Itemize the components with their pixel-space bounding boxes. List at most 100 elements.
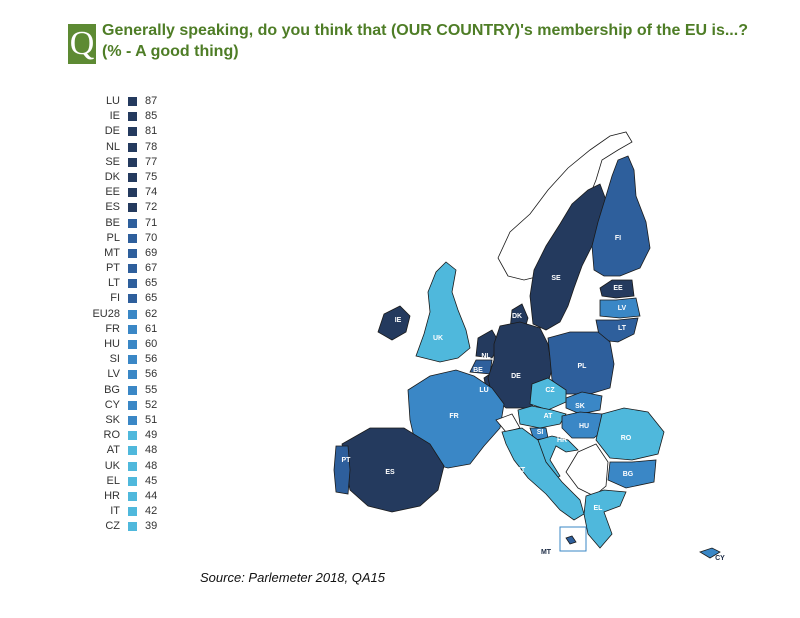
country-shape-lv [599,297,641,319]
chart-title: Generally speaking, do you think that (O… [102,20,748,62]
legend-code: HU [104,338,120,350]
legend-row-cz: CZ 39 [80,519,180,534]
legend-value: 39 [145,520,158,533]
legend-row-es: ES 72 [80,200,180,215]
legend-code: RO [103,429,121,442]
legend-swatch [128,507,137,517]
legend-swatch [128,218,137,228]
country-label-dk: DK [512,313,522,320]
legend-value: 61 [145,322,158,335]
legend-code: DK [104,170,120,183]
legend-value: 77 [145,155,158,168]
country-label-lt: LT [618,325,627,332]
legend-swatch [128,446,137,456]
country-shape-ee [599,279,635,299]
legend-code: NL [105,140,120,153]
legend-row-lu: LU 87 [80,94,180,109]
legend-swatch [128,324,137,334]
legend-swatch [128,279,137,289]
country-labels: SE FI EE LV LT DK UK IE NL BE LU DE PL CZ SK AT HU SI HR RO… [342,235,726,562]
legend-swatch [128,264,137,274]
country-label-hu: HU [579,423,589,430]
legend-row-cy: CY 52 [80,398,180,413]
legend-row-hr: HR 44 [80,489,180,504]
country-label-be: BE [473,367,483,374]
legend-swatch [128,522,137,532]
legend-value: 75 [145,170,158,183]
legend-swatch [128,340,137,349]
legend-row-se: SE 77 [80,155,180,170]
legend-swatch [128,233,137,243]
legend-swatch [128,431,137,441]
country-label-bg: BG [623,471,634,478]
legend-code: SE [105,155,120,168]
country-shapes [333,131,721,559]
legend-value: 87 [145,95,158,107]
legend-value: 81 [145,125,158,138]
legend-swatch [128,188,137,198]
legend-code: AT [106,444,120,457]
country-shape-be [469,359,493,375]
legend-row-eu28: EU28 62 [80,307,180,322]
legend-code: IE [109,110,120,123]
country-label-mt: MT [541,549,552,556]
country-label-cz: CZ [545,387,555,394]
legend-row-mt: MT 69 [80,246,180,261]
legend-row-uk: UK 48 [80,459,180,474]
legend-swatch [128,309,137,319]
legend-swatch [128,97,137,106]
legend-swatch [128,203,137,213]
legend-value: 65 [145,277,158,290]
legend-row-pt: PT 67 [80,261,180,276]
legend-code: FR [105,322,120,335]
legend: LU 87 IE 85 DE 81 NL 78 SE 77 DK 75 EE 74 ES 72 BE 71 PL 70… [80,94,180,534]
legend-row-be: BE 71 [80,216,180,231]
legend-value: 45 [145,474,158,487]
legend-row-de: DE 81 [80,124,180,139]
legend-value: 48 [145,459,158,472]
legend-value: 72 [145,201,158,214]
country-label-si: SI [537,429,544,436]
legend-value: 52 [145,398,158,411]
legend-swatch [128,294,137,304]
country-label-lv: LV [618,305,627,312]
legend-swatch [128,461,137,471]
country-shape-uk [415,261,471,363]
legend-code: HR [104,489,120,502]
legend-value: 70 [145,231,158,244]
country-label-ro: RO [621,435,632,442]
country-shape-balk [565,443,609,497]
legend-code: BE [105,216,120,229]
legend-code: LV [107,368,120,381]
legend-value: 69 [145,246,158,259]
legend-row-sk: SK 51 [80,413,180,428]
country-label-de: DE [511,373,521,380]
legend-code: PL [106,231,120,244]
country-shape-es [341,427,445,513]
country-shape-fi [591,155,651,277]
legend-swatch [128,112,137,122]
country-label-se: SE [551,275,561,282]
legend-swatch [128,142,137,152]
legend-code: EL [106,474,120,487]
legend-value: 44 [145,489,158,502]
country-shape-mt [565,535,577,545]
legend-swatch [128,157,137,167]
legend-row-fr: FR 61 [80,322,180,337]
legend-row-pl: PL 70 [80,231,180,246]
legend-code: EE [105,186,120,199]
country-shape-cy [699,547,721,559]
legend-row-si: SI 56 [80,352,180,367]
legend-code: LU [105,95,120,107]
legend-swatch [128,400,137,410]
legend-value: 56 [145,353,158,366]
legend-value: 65 [145,292,158,305]
legend-value: 85 [145,110,158,123]
legend-code: ES [105,201,120,214]
legend-value: 78 [145,140,158,153]
legend-swatch [128,370,137,380]
legend-row-ro: RO 49 [80,428,180,443]
question-badge: Q [68,24,96,64]
legend-row-it: IT 42 [80,504,180,519]
